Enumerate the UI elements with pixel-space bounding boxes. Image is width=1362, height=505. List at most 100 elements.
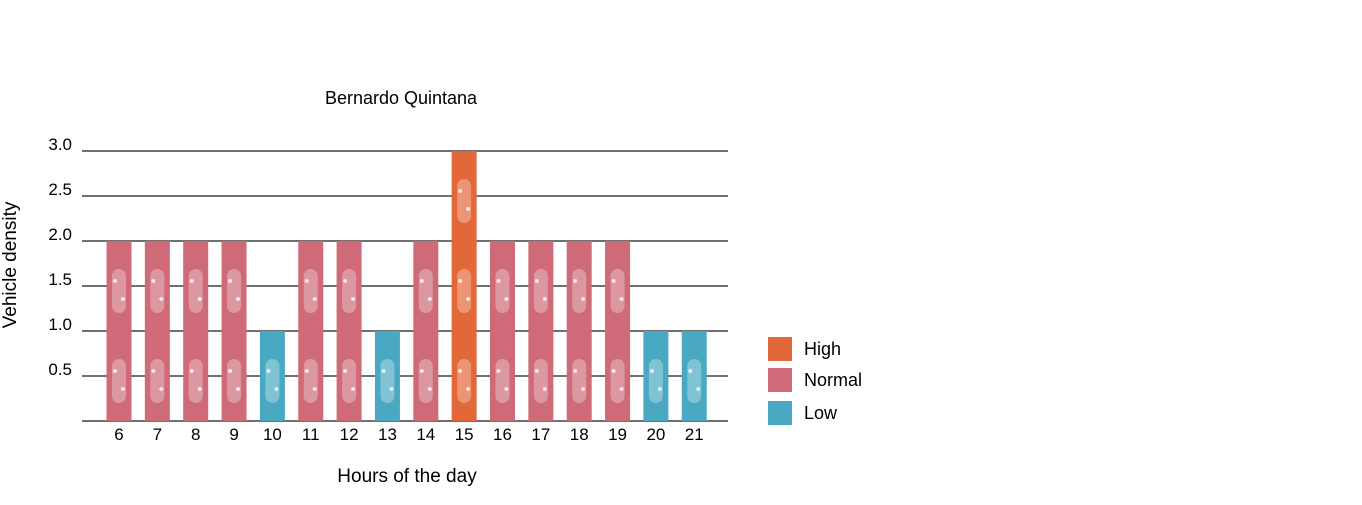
vehicle-icon	[150, 359, 165, 403]
vehicle-light-icon	[542, 387, 547, 391]
vehicle-icon	[380, 359, 395, 403]
bar-rect	[605, 241, 631, 421]
vehicle-icon	[418, 359, 433, 403]
bar-rect	[413, 241, 439, 421]
vehicle-light-icon	[159, 387, 164, 391]
vehicle-icon	[457, 359, 472, 403]
bar	[413, 241, 439, 421]
vehicle-icon	[533, 359, 548, 403]
y-tick-label: 0.5	[48, 360, 72, 379]
legend-item-high: High	[768, 337, 841, 361]
bar	[298, 241, 324, 421]
x-tick-label: 10	[263, 425, 282, 444]
vehicle-icon	[610, 269, 625, 313]
vehicle-light-icon	[496, 369, 501, 373]
vehicle-light-icon	[236, 297, 241, 301]
vehicle-light-icon	[266, 369, 271, 373]
vehicle-icon	[572, 359, 587, 403]
vehicle-light-icon	[573, 369, 578, 373]
x-tick-label: 11	[302, 425, 320, 444]
bar	[566, 241, 592, 421]
vehicle-icon	[342, 269, 357, 313]
bar	[643, 331, 669, 421]
vehicle-light-icon	[159, 297, 164, 301]
bar	[183, 241, 209, 421]
bar	[221, 241, 247, 421]
vehicle-light-icon	[228, 279, 233, 283]
vehicle-light-icon	[312, 387, 317, 391]
vehicle-icon	[533, 269, 548, 313]
legend-label: High	[804, 339, 841, 359]
vehicle-light-icon	[351, 387, 356, 391]
legend: High Normal Low	[768, 337, 862, 425]
vehicle-icon	[188, 359, 203, 403]
vehicle-light-icon	[113, 369, 117, 373]
vehicle-icon	[303, 359, 318, 403]
bar	[374, 331, 400, 421]
bar-rect	[298, 241, 324, 421]
bar-rect	[374, 331, 400, 421]
vehicle-light-icon	[534, 279, 539, 283]
y-tick-label: 2.0	[48, 225, 72, 244]
vehicle-icon	[610, 359, 625, 403]
x-tick-label: 19	[608, 425, 627, 444]
vehicle-icon	[227, 269, 242, 313]
vehicle-light-icon	[466, 297, 471, 301]
vehicle-light-icon	[151, 279, 156, 283]
vehicle-light-icon	[389, 387, 394, 391]
bar	[336, 241, 362, 421]
bar	[605, 241, 631, 421]
vehicle-light-icon	[236, 387, 241, 391]
vehicle-light-icon	[121, 297, 125, 301]
x-tick-label: 12	[340, 425, 359, 444]
vehicle-light-icon	[573, 279, 578, 283]
vehicle-icon	[112, 269, 126, 313]
vehicle-light-icon	[304, 369, 309, 373]
x-axis-label: Hours of the day	[337, 466, 477, 487]
vehicle-light-icon	[496, 279, 501, 283]
vehicle-light-icon	[611, 279, 616, 283]
bar	[259, 331, 285, 421]
vehicle-icon	[457, 269, 472, 313]
chart-title: Bernardo Quintana	[325, 88, 478, 108]
vehicle-light-icon	[458, 189, 463, 193]
vehicle-icon	[648, 359, 663, 403]
vehicle-light-icon	[611, 369, 616, 373]
bar-rect	[681, 331, 707, 421]
x-tick-label: 16	[493, 425, 512, 444]
x-tick-label: 13	[378, 425, 397, 444]
bar-rect	[183, 241, 209, 421]
y-axis-label: Vehicle density	[0, 201, 21, 328]
bar-rect	[336, 241, 362, 421]
vehicle-icon	[265, 359, 280, 403]
vehicle-light-icon	[197, 297, 202, 301]
legend-swatch	[768, 337, 792, 361]
vehicle-icon	[687, 359, 702, 403]
x-tick-label: 8	[191, 425, 200, 444]
bar-rect	[259, 331, 285, 421]
vehicle-light-icon	[688, 369, 693, 373]
bar-rect	[643, 331, 669, 421]
vehicle-light-icon	[542, 297, 547, 301]
vehicle-light-icon	[581, 387, 586, 391]
vehicle-icon	[188, 269, 203, 313]
vehicle-light-icon	[534, 369, 539, 373]
legend-item-normal: Normal	[768, 368, 862, 392]
vehicle-light-icon	[197, 387, 202, 391]
x-tick-label: 6	[114, 425, 123, 444]
x-tick-label: 18	[570, 425, 589, 444]
bar-rect	[221, 241, 247, 421]
x-tick-label: 21	[685, 425, 704, 444]
vehicle-light-icon	[466, 387, 471, 391]
x-tick-label: 20	[646, 425, 665, 444]
vehicle-light-icon	[274, 387, 279, 391]
vehicle-light-icon	[343, 369, 348, 373]
vehicle-light-icon	[458, 279, 463, 283]
vehicle-light-icon	[504, 297, 509, 301]
vehicle-light-icon	[657, 387, 662, 391]
vehicle-icon	[303, 269, 318, 313]
vehicle-light-icon	[504, 387, 509, 391]
vehicle-icon	[418, 269, 433, 313]
vehicle-light-icon	[619, 387, 624, 391]
